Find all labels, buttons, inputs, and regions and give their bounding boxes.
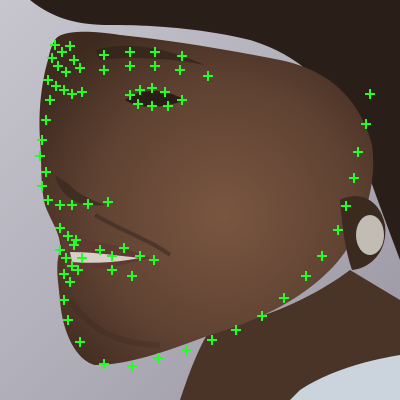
landmark-marker: [47, 53, 57, 63]
smile-line: [93, 213, 172, 257]
landmark-marker: [125, 47, 135, 57]
landmark-marker: [65, 277, 75, 287]
landmark-marker: [37, 135, 47, 145]
landmark-marker: [73, 265, 83, 275]
landmark-marker: [119, 243, 129, 253]
earring: [356, 215, 384, 255]
landmark-marker: [57, 47, 67, 57]
landmark-marker: [203, 71, 213, 81]
landmark-marker: [61, 67, 71, 77]
landmark-marker: [175, 65, 185, 75]
landmark-marker: [177, 95, 187, 105]
landmark-marker: [99, 50, 109, 60]
landmark-markers: [35, 40, 375, 371]
hair: [30, 0, 400, 260]
landmark-marker: [77, 87, 87, 97]
landmark-marker: [75, 337, 85, 347]
landmark-marker: [63, 315, 73, 325]
landmark-marker: [99, 65, 109, 75]
landmark-marker: [50, 40, 60, 50]
nose-shadow: [55, 175, 105, 206]
landmark-marker: [135, 251, 145, 261]
landmark-marker: [67, 261, 77, 271]
landmark-marker: [317, 251, 327, 261]
landmark-marker: [51, 81, 61, 91]
landmark-marker: [99, 359, 109, 369]
landmark-marker: [55, 223, 65, 233]
landmark-marker: [69, 55, 79, 65]
landmark-marker: [257, 311, 267, 321]
landmark-marker: [181, 345, 191, 355]
landmark-marker: [45, 95, 55, 105]
landmark-marker: [107, 251, 117, 261]
landmark-marker: [43, 195, 53, 205]
chin-shadow: [67, 298, 161, 348]
landmark-marker: [53, 61, 63, 71]
landmark-marker: [37, 181, 47, 191]
eyebrow: [95, 45, 205, 65]
landmark-marker: [361, 119, 371, 129]
landmark-marker: [75, 63, 85, 73]
landmark-marker: [65, 41, 75, 51]
landmark-marker: [150, 47, 160, 57]
teeth: [70, 252, 140, 263]
landmark-marker: [349, 173, 359, 183]
landmark-marker: [63, 231, 73, 241]
landmark-marker: [207, 335, 217, 345]
landmark-marker: [61, 253, 71, 263]
landmark-marker: [69, 240, 79, 250]
landmark-marker: [35, 151, 45, 161]
landmark-marker: [301, 271, 311, 281]
landmark-marker: [67, 200, 77, 210]
landmark-marker: [41, 167, 51, 177]
landmark-marker: [365, 89, 375, 99]
landmark-marker: [55, 245, 65, 255]
landmark-marker: [83, 199, 93, 209]
landmark-marker: [177, 51, 187, 61]
landmark-marker: [147, 101, 157, 111]
landmark-marker: [160, 87, 170, 97]
landmark-marker: [59, 295, 69, 305]
landmark-marker: [153, 353, 163, 363]
landmark-marker: [135, 85, 145, 95]
landmark-marker: [231, 325, 241, 335]
landmark-marker: [59, 85, 69, 95]
landmark-marker: [133, 99, 143, 109]
landmark-marker: [77, 253, 87, 263]
landmark-marker: [333, 225, 343, 235]
landmark-marker: [55, 200, 65, 210]
landmark-marker: [279, 293, 289, 303]
landmark-marker: [67, 89, 77, 99]
collar: [290, 355, 400, 400]
landmark-marker: [107, 265, 117, 275]
landmark-marker: [127, 361, 137, 371]
landmark-marker: [341, 201, 351, 211]
landmark-marker: [353, 147, 363, 157]
landmark-marker: [103, 197, 113, 207]
landmark-marker: [95, 245, 105, 255]
landmark-marker: [59, 269, 69, 279]
landmark-marker: [125, 90, 135, 100]
landmark-marker: [43, 75, 53, 85]
landmark-marker: [41, 115, 51, 125]
face: [39, 31, 374, 365]
neck: [180, 270, 400, 400]
landmark-marker: [71, 235, 81, 245]
landmark-marker: [163, 101, 173, 111]
landmark-marker: [149, 255, 159, 265]
landmark-marker: [147, 83, 157, 93]
landmark-marker: [150, 61, 160, 71]
landmark-marker: [125, 61, 135, 71]
landmark-marker: [127, 271, 137, 281]
